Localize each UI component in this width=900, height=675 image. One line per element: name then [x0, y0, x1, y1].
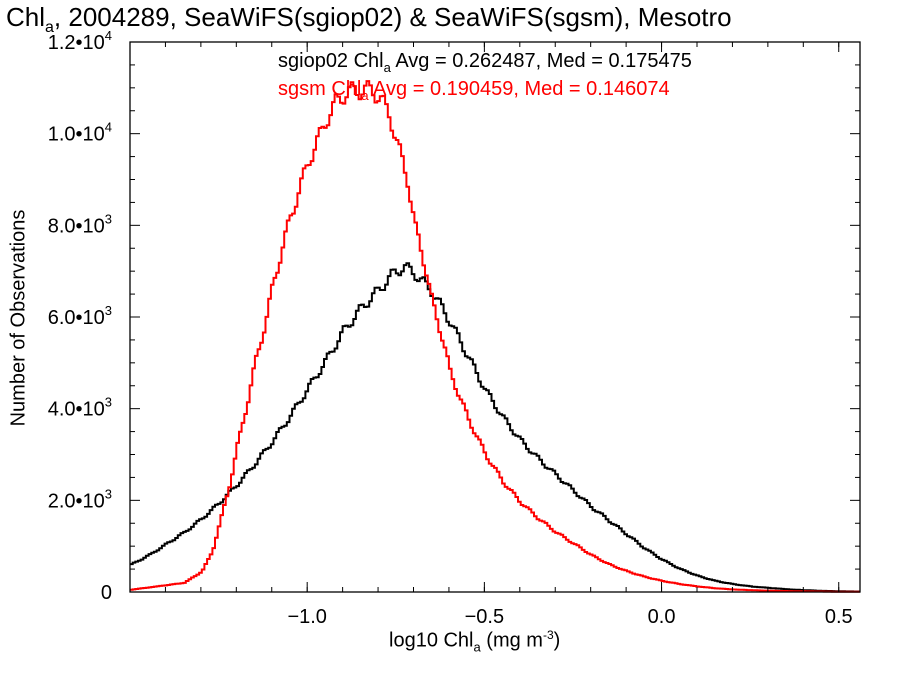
stats-sgsm-rest: Avg = 0.190459, Med = 0.146074 [368, 78, 670, 100]
tick-layer: −1.0 −0.5 0.0 0.5 0 2.0•103 4.0•103 6.0•103 8.0•… [48, 28, 860, 628]
stats-sgsm-sub: a [361, 88, 369, 103]
stats-sgiop02-sub: a [383, 60, 391, 75]
y-tick-label: 6.0•103 [48, 303, 112, 329]
y-tick-label: 0 [101, 582, 112, 604]
x-axis-label-sub: a [473, 639, 481, 655]
x-tick-label: −1.0 [287, 606, 326, 628]
x-axis-label-suffix: ) [553, 629, 561, 652]
y-axis-label: Number of Observations [7, 209, 30, 427]
x-axis-label-prefix: log10 Chl [389, 629, 474, 652]
y-tick-label: 2.0•103 [48, 486, 112, 512]
stats-sgiop02: sgiop02 Chla Avg = 0.262487, Med = 0.175… [278, 50, 692, 75]
x-tick-label: 0.5 [825, 606, 853, 628]
y-tick-label: 1.2•104 [48, 28, 112, 54]
series-line-0 [130, 262, 860, 593]
x-axis-label-sup: -3 [542, 628, 554, 642]
x-axis-label-unit: (mg m [480, 629, 543, 652]
stats-sgsm-prefix: sgsm Chl [278, 78, 362, 100]
x-tick-label: 0.0 [648, 606, 676, 628]
stats-sgiop02-prefix: sgiop02 Chl [278, 50, 384, 72]
y-tick-label: 4.0•103 [48, 395, 112, 421]
y-tick-label: 1.0•104 [48, 120, 112, 146]
chart-title-sub: a [45, 19, 54, 37]
chart-title-rest: , 2004289, SeaWiFS(sgiop02) & SeaWiFS(sg… [53, 2, 732, 32]
stats-sgsm: sgsm Chla Avg = 0.190459, Med = 0.146074 [278, 78, 670, 103]
stats-sgiop02-rest: Avg = 0.262487, Med = 0.175475 [390, 50, 692, 72]
x-tick-label: −0.5 [465, 606, 504, 628]
chart-title: Chla, 2004289, SeaWiFS(sgiop02) & SeaWiF… [6, 2, 732, 37]
chart-title-prefix: Chl [6, 2, 46, 32]
plot-frame [129, 41, 861, 593]
y-tick-label: 8.0•103 [48, 211, 112, 237]
series-layer [130, 80, 860, 593]
series-line-1 [130, 80, 860, 593]
x-axis-label: log10 Chla (mg m-3) [389, 628, 560, 655]
